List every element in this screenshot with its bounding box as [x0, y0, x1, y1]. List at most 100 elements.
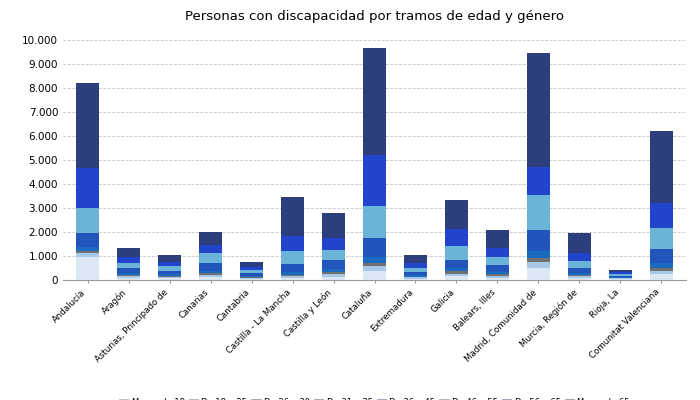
- Bar: [322, 213, 345, 238]
- Bar: [363, 238, 386, 257]
- Bar: [486, 230, 509, 248]
- Bar: [240, 270, 262, 273]
- Bar: [650, 270, 673, 274]
- Bar: [281, 264, 304, 272]
- Bar: [609, 270, 631, 272]
- Bar: [486, 272, 509, 274]
- Bar: [568, 278, 591, 280]
- Bar: [322, 272, 345, 274]
- Bar: [650, 203, 673, 228]
- Bar: [445, 229, 468, 246]
- Bar: [118, 278, 140, 280]
- Bar: [281, 276, 304, 278]
- Bar: [322, 250, 345, 260]
- Bar: [240, 267, 262, 270]
- Bar: [404, 255, 427, 262]
- Bar: [240, 273, 262, 276]
- Bar: [281, 275, 304, 276]
- Bar: [322, 238, 345, 250]
- Bar: [158, 266, 181, 270]
- Bar: [404, 272, 427, 275]
- Bar: [568, 261, 591, 268]
- Bar: [281, 198, 304, 236]
- Bar: [486, 278, 509, 280]
- Bar: [76, 257, 99, 280]
- Bar: [609, 279, 631, 280]
- Bar: [199, 270, 222, 273]
- Bar: [568, 233, 591, 253]
- Bar: [158, 255, 181, 262]
- Bar: [118, 248, 140, 257]
- Bar: [199, 254, 222, 263]
- Bar: [568, 273, 591, 275]
- Bar: [158, 276, 181, 277]
- Bar: [76, 208, 99, 233]
- Bar: [568, 276, 591, 278]
- Bar: [568, 253, 591, 261]
- Bar: [158, 270, 181, 274]
- Bar: [404, 276, 427, 278]
- Bar: [609, 277, 631, 278]
- Bar: [158, 274, 181, 276]
- Bar: [322, 260, 345, 269]
- Bar: [527, 167, 550, 195]
- Bar: [527, 262, 550, 268]
- Bar: [240, 276, 262, 277]
- Bar: [76, 247, 99, 251]
- Bar: [158, 277, 181, 278]
- Bar: [650, 131, 673, 203]
- Bar: [76, 168, 99, 208]
- Title: Personas con discapacidad por tramos de edad y género: Personas con discapacidad por tramos de …: [185, 10, 564, 23]
- Bar: [199, 275, 222, 277]
- Bar: [609, 272, 631, 274]
- Bar: [118, 275, 140, 276]
- Bar: [363, 271, 386, 280]
- Bar: [281, 278, 304, 280]
- Bar: [486, 248, 509, 257]
- Bar: [650, 274, 673, 280]
- Bar: [240, 278, 262, 279]
- Bar: [76, 83, 99, 168]
- Bar: [445, 268, 468, 272]
- Bar: [281, 236, 304, 252]
- Bar: [322, 269, 345, 272]
- Bar: [445, 272, 468, 274]
- Bar: [240, 277, 262, 278]
- Bar: [240, 262, 262, 267]
- Bar: [527, 258, 550, 262]
- Bar: [158, 278, 181, 280]
- Bar: [322, 276, 345, 280]
- Bar: [445, 260, 468, 268]
- Bar: [76, 233, 99, 247]
- Bar: [322, 274, 345, 276]
- Bar: [363, 263, 386, 266]
- Bar: [199, 277, 222, 280]
- Bar: [609, 274, 631, 276]
- Bar: [486, 276, 509, 278]
- Bar: [363, 155, 386, 206]
- Bar: [199, 245, 222, 254]
- Bar: [445, 200, 468, 229]
- Bar: [486, 257, 509, 265]
- Bar: [527, 195, 550, 230]
- Bar: [568, 275, 591, 276]
- Bar: [281, 272, 304, 275]
- Bar: [527, 251, 550, 258]
- Bar: [199, 263, 222, 270]
- Bar: [404, 268, 427, 272]
- Bar: [118, 263, 140, 268]
- Bar: [76, 253, 99, 257]
- Bar: [363, 266, 386, 271]
- Bar: [527, 54, 550, 167]
- Bar: [118, 257, 140, 263]
- Bar: [609, 278, 631, 279]
- Bar: [363, 48, 386, 155]
- Bar: [118, 276, 140, 278]
- Bar: [281, 252, 304, 264]
- Bar: [199, 232, 222, 245]
- Bar: [568, 268, 591, 273]
- Bar: [445, 274, 468, 276]
- Bar: [404, 262, 427, 268]
- Bar: [404, 279, 427, 280]
- Bar: [76, 251, 99, 253]
